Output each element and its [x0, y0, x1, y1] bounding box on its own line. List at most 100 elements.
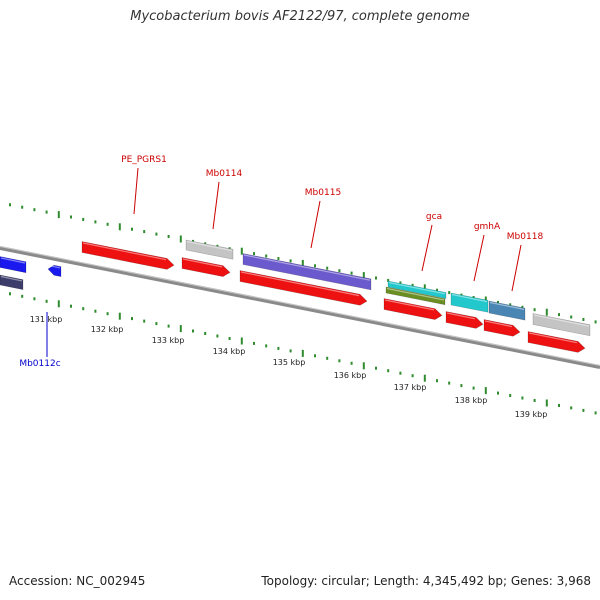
gene-red-gmha — [445, 311, 484, 329]
minor-tick — [326, 266, 329, 270]
callout-line — [473, 234, 485, 282]
minor-tick — [265, 344, 268, 348]
gene-highlight — [182, 258, 223, 268]
gene-highlight — [388, 281, 446, 295]
major-tick — [57, 211, 60, 219]
minor-tick — [594, 320, 597, 324]
kbp-label: 139 kbp — [515, 410, 548, 419]
minor-tick — [143, 319, 146, 323]
minor-tick — [570, 406, 573, 410]
major-tick — [179, 325, 182, 333]
gene-highlight — [451, 293, 488, 303]
gene-highlight — [489, 301, 525, 310]
gene-red-end — [527, 331, 586, 353]
minor-tick — [33, 297, 36, 301]
gene-red-gca — [383, 298, 443, 320]
minor-tick — [277, 346, 280, 350]
minor-tick — [70, 215, 72, 219]
gene-label-gmha: gmhA — [474, 222, 501, 232]
minor-tick — [82, 307, 85, 311]
minor-tick — [436, 288, 438, 292]
major-tick — [423, 284, 426, 292]
gene-mb0118 — [488, 300, 526, 321]
gene-mb0115-purple — [242, 253, 372, 291]
gene-label-pe-pgrs1: PE_PGRS1 — [121, 155, 167, 165]
minor-tick — [460, 384, 463, 388]
gene-highlight — [533, 314, 590, 327]
minor-tick — [131, 317, 133, 321]
minor-tick — [155, 232, 158, 236]
minor-tick — [436, 379, 438, 383]
gene-highlight — [446, 312, 476, 320]
major-tick — [240, 337, 243, 345]
minor-tick — [155, 322, 158, 326]
callout-line — [421, 224, 433, 272]
gene-label-mb0114: Mb0114 — [206, 169, 243, 179]
major-tick — [301, 259, 304, 267]
gene-label-mb0112c: Mb0112c — [19, 359, 60, 369]
minor-tick — [45, 299, 48, 303]
minor-tick — [277, 257, 280, 260]
major-tick — [240, 247, 243, 255]
major-tick — [423, 374, 426, 382]
minor-tick — [533, 399, 536, 402]
inner-tick-track — [9, 292, 597, 415]
minor-tick — [216, 334, 219, 338]
minor-tick — [253, 341, 255, 345]
kbp-labels: 131 kbp 132 kbp 133 kbp 134 kbp 135 kbp 136 k… — [30, 315, 548, 419]
gene-highlight — [528, 332, 578, 344]
minor-tick — [350, 271, 353, 275]
minor-tick — [204, 332, 207, 335]
minor-tick — [582, 318, 585, 321]
accession-text: Accession: NC_002945 — [9, 574, 146, 588]
minor-tick — [521, 396, 524, 400]
gene-highlight — [82, 242, 167, 261]
gene-highlight — [484, 320, 513, 328]
minor-tick — [582, 408, 585, 412]
gene-mb0112c — [47, 264, 62, 277]
major-tick — [179, 235, 182, 243]
minor-tick — [387, 278, 390, 282]
gene-navy-left — [0, 274, 24, 290]
minor-tick — [289, 349, 292, 353]
minor-tick — [375, 366, 377, 370]
kbp-label: 131 kbp — [30, 315, 63, 324]
gene-callouts: PE_PGRS1 Mb0114 Mb0115 gca gmhA Mb0118 Mb0112c — [19, 155, 543, 369]
minor-tick — [448, 381, 451, 385]
gene-gca — [387, 280, 447, 299]
outer-tick-track — [9, 203, 597, 324]
minor-tick — [94, 220, 97, 224]
topology-summary: Topology: circular; Length: 4,345,492 bp… — [261, 574, 591, 588]
minor-tick — [21, 294, 24, 298]
minor-tick — [94, 309, 97, 313]
minor-tick — [399, 281, 402, 285]
gene-highlight — [240, 271, 360, 297]
minor-tick — [533, 308, 536, 312]
minor-tick — [228, 337, 231, 340]
gene-highlight — [384, 299, 435, 311]
major-tick — [301, 349, 304, 357]
minor-tick — [558, 313, 560, 317]
gene-highlight — [243, 254, 371, 281]
gene-highlight — [386, 287, 445, 301]
minor-tick — [314, 264, 316, 268]
minor-tick — [289, 259, 292, 263]
minor-tick — [411, 374, 414, 378]
gene-label-gca: gca — [426, 212, 442, 222]
minor-tick — [509, 303, 512, 307]
major-tick — [545, 308, 548, 316]
kbp-label: 138 kbp — [455, 396, 488, 405]
minor-tick — [338, 269, 341, 273]
major-tick — [362, 272, 365, 280]
genome-backbone — [0, 246, 600, 369]
minor-tick — [350, 361, 353, 365]
minor-tick — [497, 300, 499, 304]
minor-tick — [375, 276, 377, 280]
minor-tick — [33, 208, 36, 212]
minor-tick — [411, 283, 414, 287]
minor-tick — [253, 252, 255, 256]
major-tick — [57, 300, 60, 308]
minor-tick — [143, 230, 146, 234]
minor-tick — [558, 404, 560, 407]
